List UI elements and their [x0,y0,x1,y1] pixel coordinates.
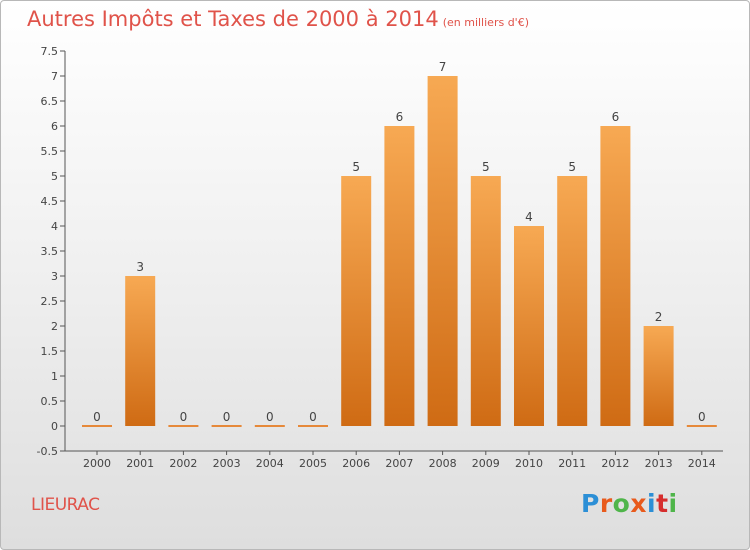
x-tick-label: 2007 [385,457,413,470]
logo-letter: r [599,489,613,518]
y-tick-label: 0 [51,420,58,433]
bar [470,176,501,426]
data-label: 0 [180,410,188,424]
data-label: 5 [568,160,576,174]
data-label: 2 [655,310,663,324]
x-tick-label: 2008 [429,457,457,470]
logo-letter: x [630,489,647,518]
data-label: 0 [309,410,317,424]
bar [557,176,588,426]
x-tick-label: 2002 [169,457,197,470]
data-label: 3 [136,260,144,274]
y-tick-label: 1 [51,370,58,383]
logo-letter: i [668,489,678,518]
data-label: 6 [612,110,620,124]
proxiti-logo: Proxiti [581,489,678,518]
bar [254,425,285,427]
y-tick-label: 5 [51,170,58,183]
x-tick-label: 2013 [645,457,673,470]
y-tick-label: 4.5 [41,195,59,208]
data-label: 0 [266,410,274,424]
bar [427,76,458,426]
y-tick-label: 7.5 [41,45,59,58]
logo-letter: i [647,489,657,518]
data-label: 5 [352,160,360,174]
bar [341,176,372,426]
x-tick-label: 2011 [558,457,586,470]
y-tick-label: 3 [51,270,58,283]
chart-unit: (en milliers d'€) [442,16,529,29]
place-name: LIEURAC [31,495,100,515]
data-label: 0 [698,410,706,424]
y-tick-label: 4 [51,220,58,233]
y-tick-label: -0.5 [37,445,58,458]
y-tick-label: 7 [51,70,58,83]
x-tick-label: 2006 [342,457,370,470]
bar [643,326,674,426]
y-tick-label: 1.5 [41,345,59,358]
y-tick-label: 0.5 [41,395,59,408]
bar [600,126,631,426]
y-tick-label: 6 [51,120,58,133]
data-label: 0 [93,410,101,424]
bar [82,425,112,427]
data-label: 4 [525,210,533,224]
data-label: 0 [223,410,231,424]
bar [384,126,415,426]
y-tick-label: 5.5 [41,145,59,158]
x-tick-label: 2009 [472,457,500,470]
x-tick-label: 2012 [601,457,629,470]
y-tick-label: 2.5 [41,295,59,308]
bar [298,425,328,427]
chart-title-text: Autres Impôts et Taxes de 2000 à 2014 [27,7,439,31]
logo-letter: t [656,489,669,518]
data-label: 5 [482,160,490,174]
x-tick-label: 2010 [515,457,543,470]
x-tick-label: 2004 [256,457,284,470]
bar [125,276,156,426]
x-tick-label: 2003 [213,457,241,470]
bar [514,226,544,426]
data-label: 7 [439,60,447,74]
logo-letter: o [612,489,631,518]
x-tick-label: 2001 [126,457,154,470]
y-tick-label: 3.5 [41,245,59,258]
chart-title: Autres Impôts et Taxes de 2000 à 2014 (en… [27,7,529,31]
bar [211,425,242,427]
x-tick-label: 2014 [688,457,716,470]
x-tick-label: 2000 [83,457,111,470]
bar [168,425,199,427]
bar [686,425,717,427]
x-tick-label: 2005 [299,457,327,470]
y-tick-label: 2 [51,320,58,333]
y-tick-label: 6.5 [41,95,59,108]
logo-letter: P [581,489,600,518]
data-label: 6 [396,110,404,124]
